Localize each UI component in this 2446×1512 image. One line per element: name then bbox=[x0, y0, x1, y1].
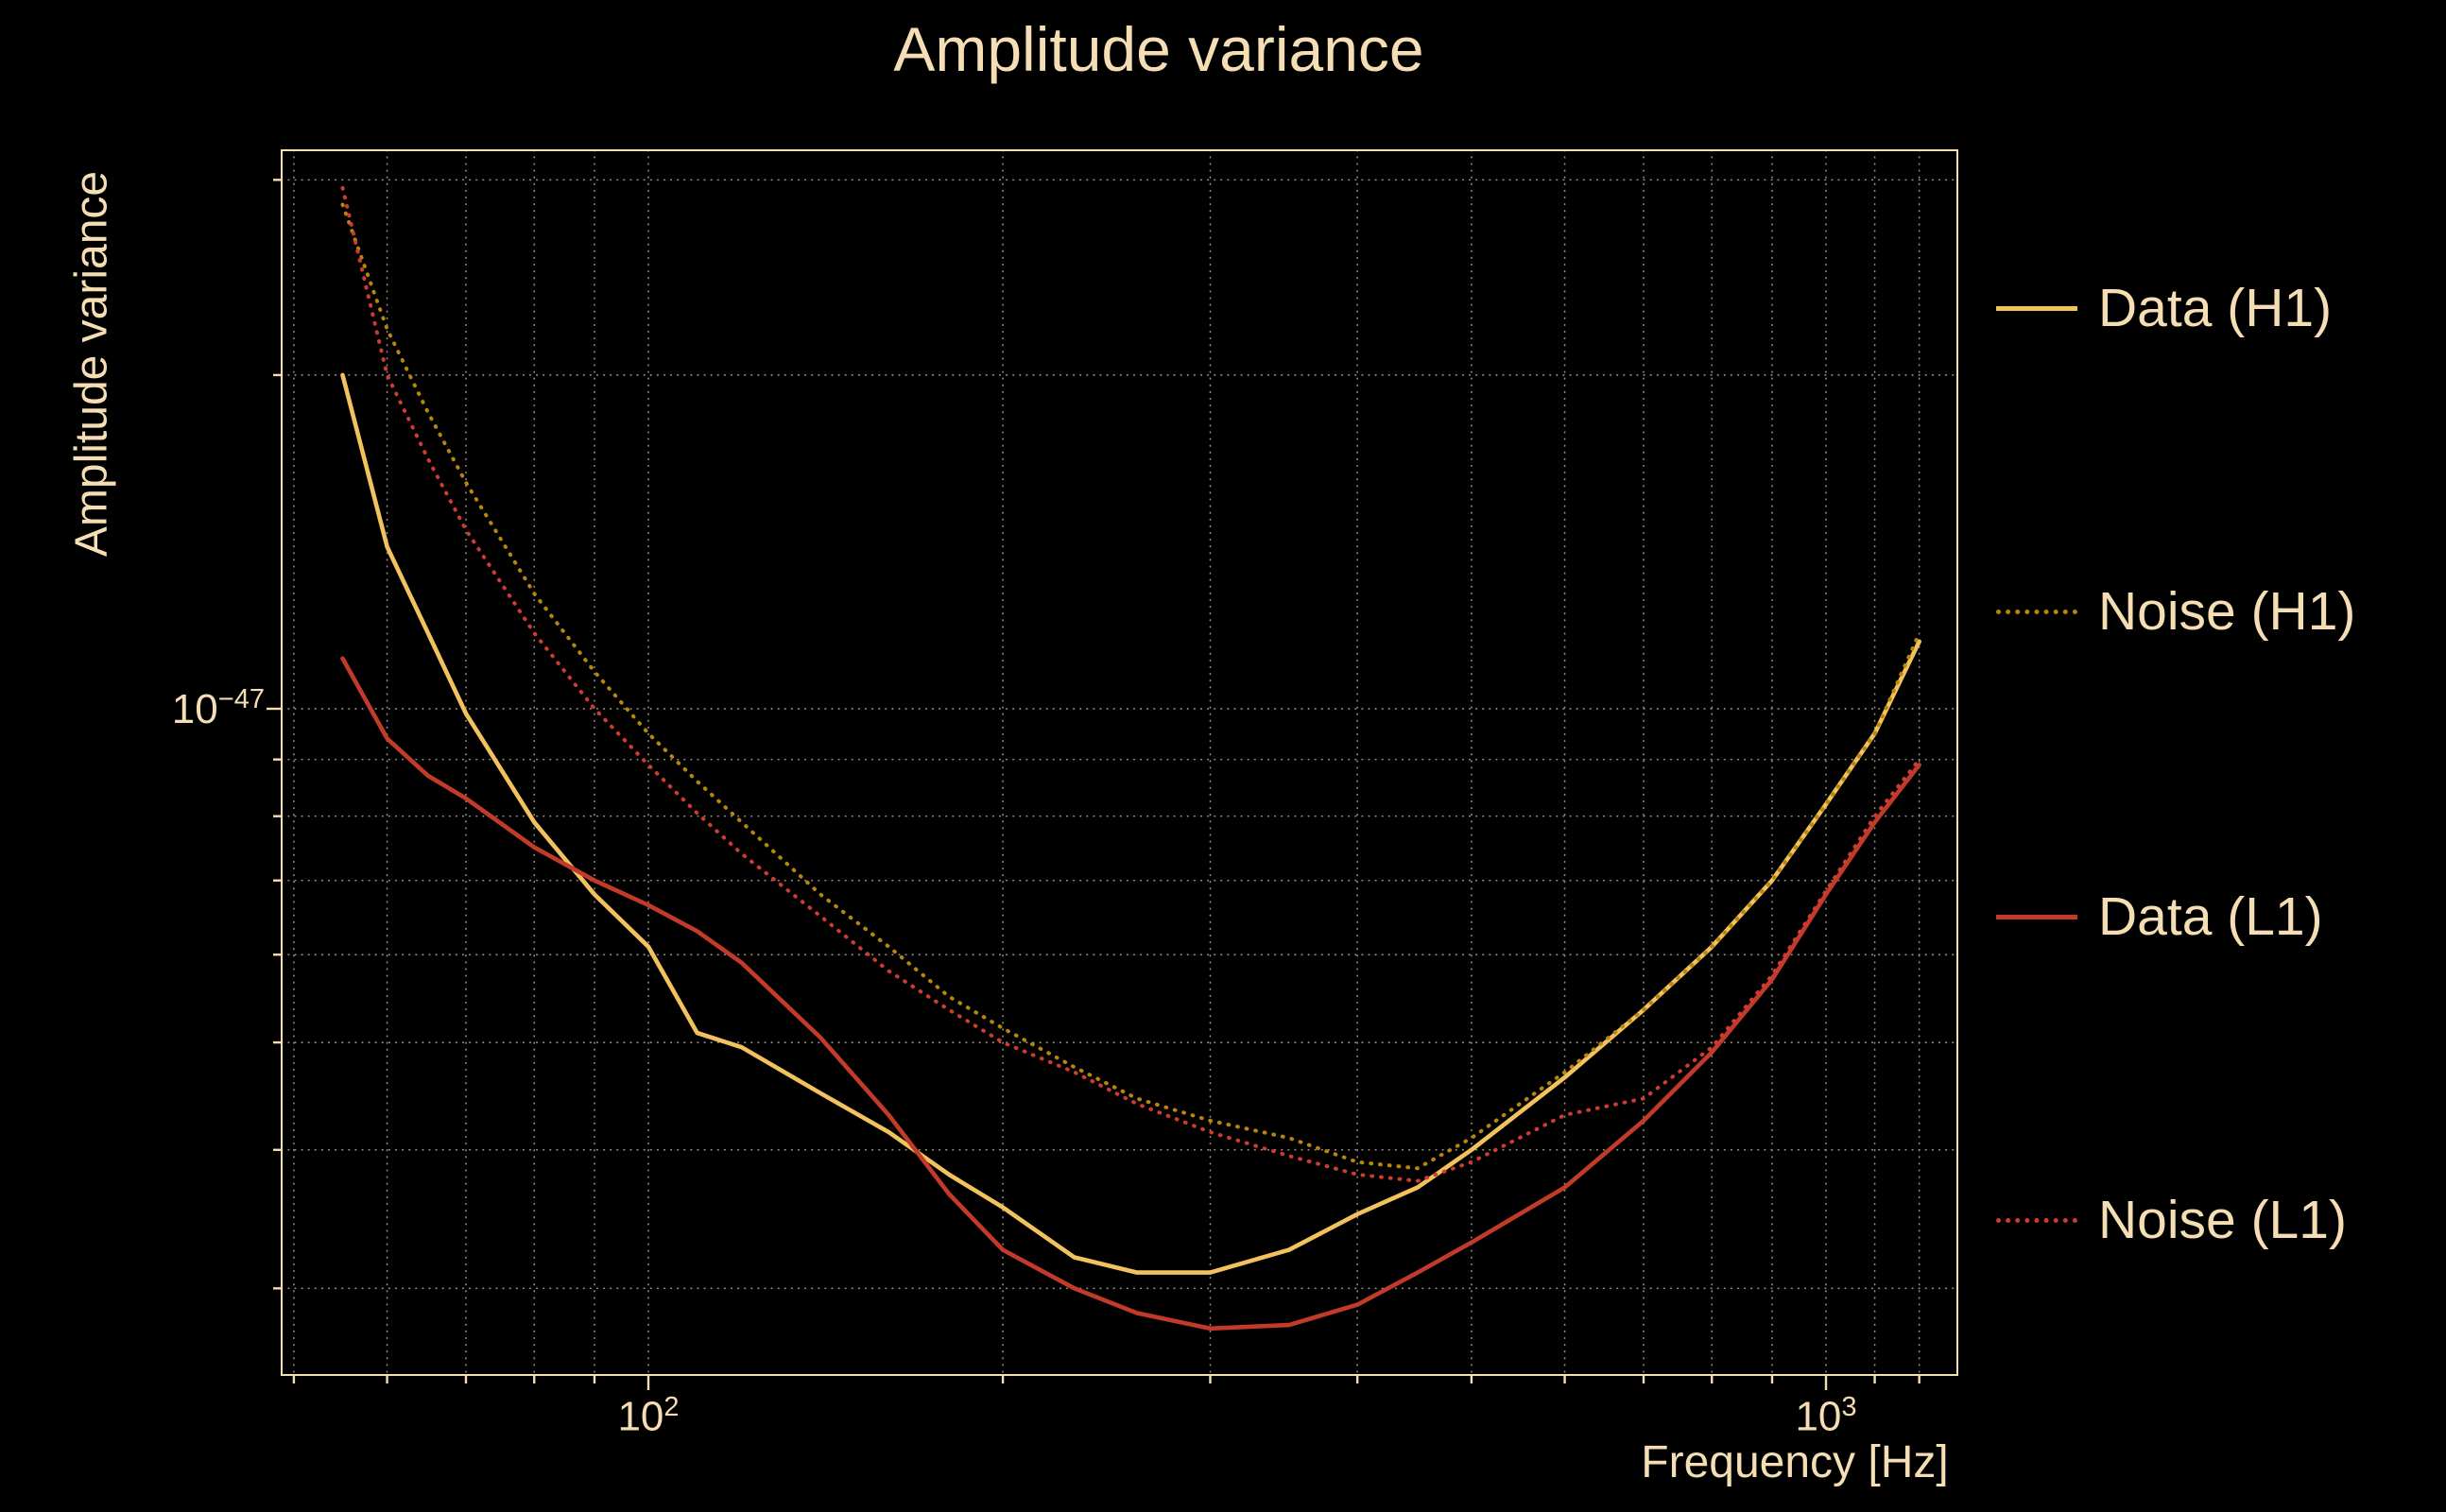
x-tick-label-1000: 103 bbox=[1795, 1392, 1856, 1441]
legend-line-sample-noise-h1 bbox=[1996, 609, 2077, 614]
legend-label: Data (H1) bbox=[2098, 278, 2333, 338]
series-line-data-h1 bbox=[340, 372, 1921, 1275]
x-axis-label: Frequency [Hz] bbox=[1641, 1437, 1949, 1487]
series-line-noise-h1 bbox=[340, 202, 1921, 1171]
legend-item-noise-h1: Noise (H1) bbox=[1996, 580, 2355, 643]
legend-item-data-h1: Data (H1) bbox=[1996, 277, 2332, 339]
gridlines bbox=[281, 149, 1958, 1376]
x-tick-label-100: 102 bbox=[617, 1392, 679, 1441]
legend-label: Noise (H1) bbox=[2098, 581, 2356, 642]
tick-exponent: 2 bbox=[663, 1392, 680, 1422]
series-line-data-l1 bbox=[340, 656, 1921, 1332]
chart-title: Amplitude variance bbox=[893, 14, 1424, 84]
tick-exponent: −47 bbox=[217, 684, 265, 715]
tick-marks bbox=[267, 179, 1921, 1390]
y-tick-label-1e-47: 10−47 bbox=[172, 684, 265, 733]
legend-line-sample-noise-l1 bbox=[1996, 1217, 2077, 1223]
legend-item-noise-l1: Noise (L1) bbox=[1996, 1189, 2347, 1251]
y-axis-label: Amplitude variance bbox=[66, 170, 117, 558]
legend-item-data-l1: Data (L1) bbox=[1996, 885, 2323, 948]
tick-exponent: 3 bbox=[1841, 1392, 1857, 1422]
series-line-noise-l1 bbox=[340, 185, 1921, 1183]
legend-label: Data (L1) bbox=[2098, 886, 2323, 947]
legend-line-sample-data-h1 bbox=[1996, 305, 2077, 311]
plot-border bbox=[281, 149, 1958, 1376]
tick-base: 10 bbox=[1795, 1393, 1842, 1440]
tick-base: 10 bbox=[171, 685, 218, 732]
legend-label: Noise (L1) bbox=[2098, 1190, 2347, 1250]
tick-base: 10 bbox=[617, 1393, 664, 1440]
legend-line-sample-data-l1 bbox=[1996, 914, 2077, 919]
